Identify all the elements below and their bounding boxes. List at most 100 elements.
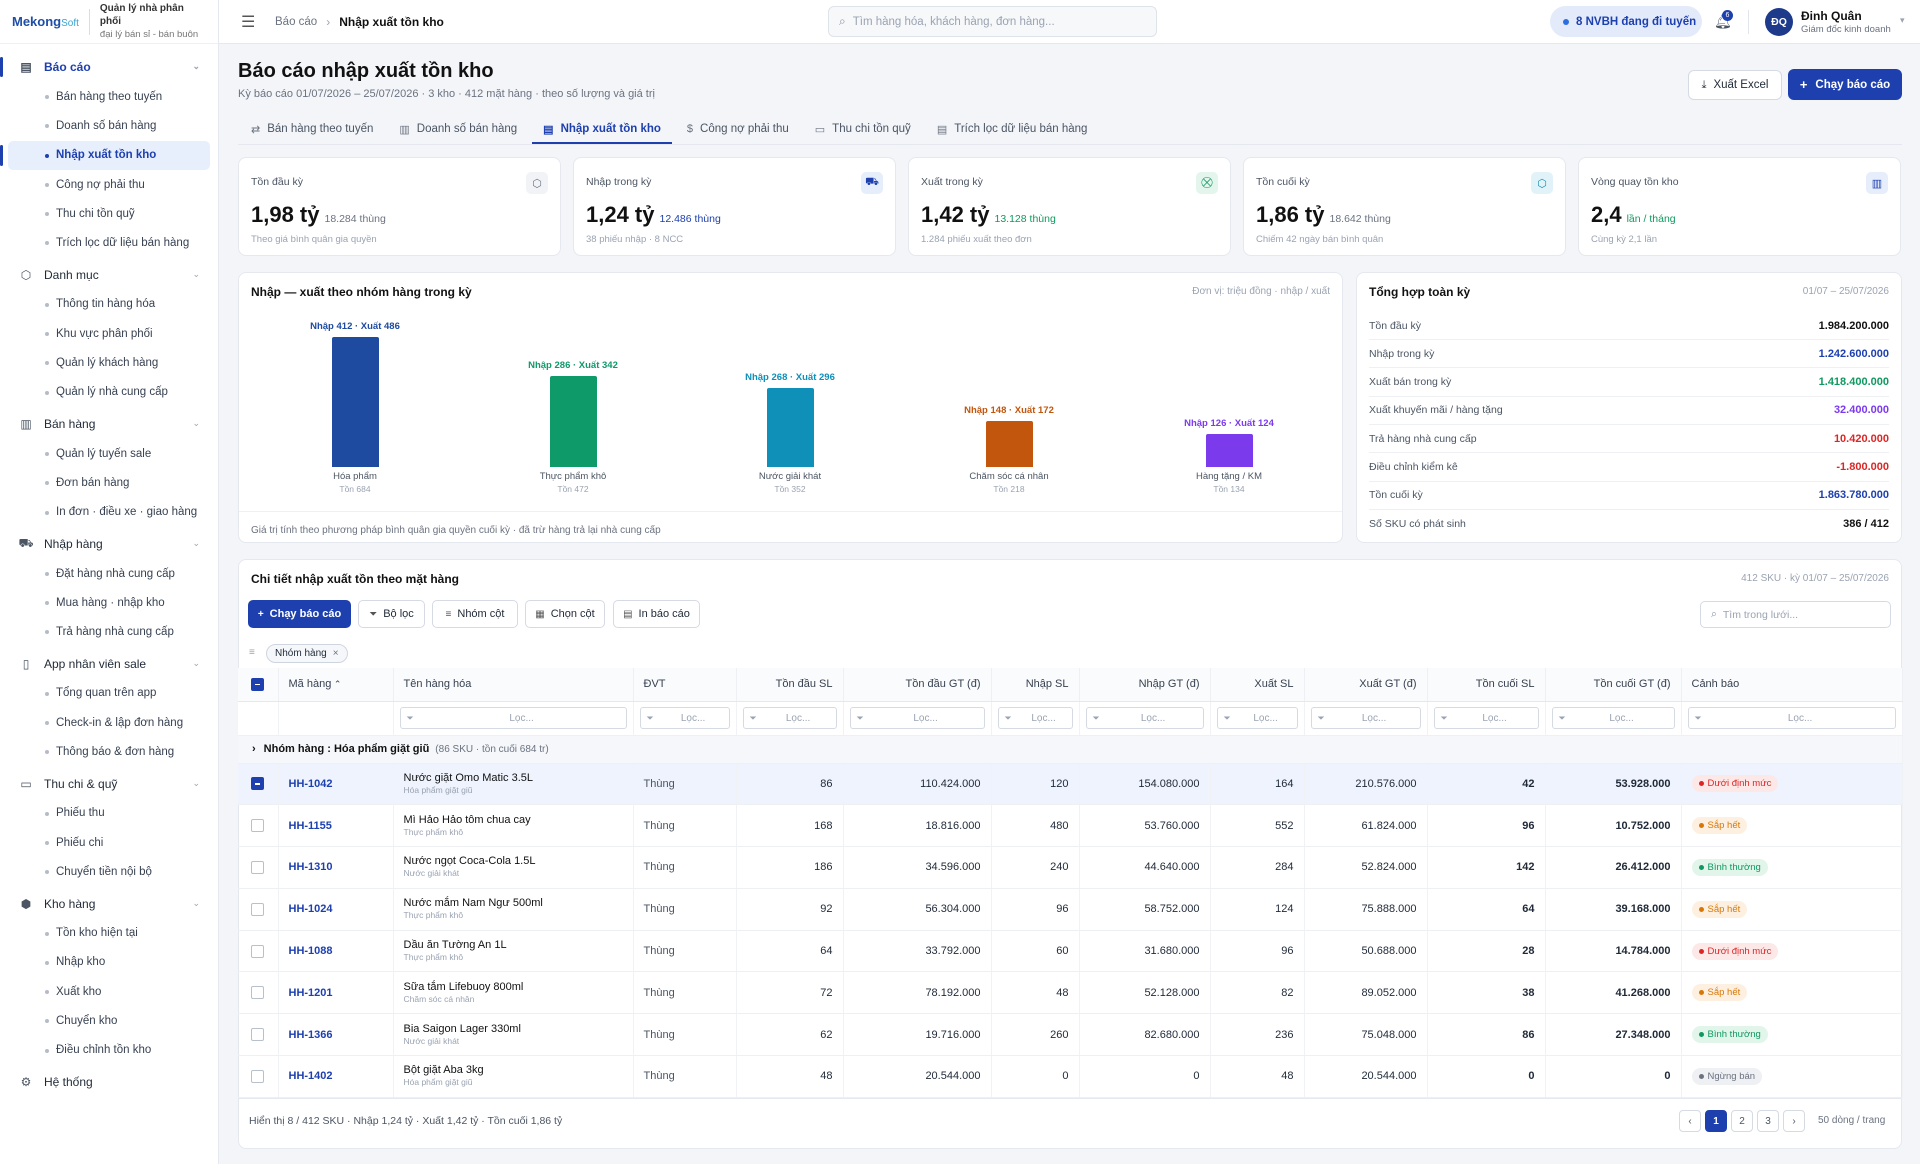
- sidebar-item[interactable]: Quản lý tuyến sale: [8, 439, 210, 468]
- table-row[interactable]: HH-1155 Mì Hảo Hảo tôm chua cay Thực phẩm …: [238, 804, 1903, 848]
- column-header[interactable]: Mã hàng ⌃: [278, 668, 394, 702]
- sidebar-item[interactable]: Thông báo & đơn hàng: [8, 737, 210, 766]
- chevron-down-icon[interactable]: ⌄: [192, 897, 200, 908]
- sidebar-item[interactable]: Phiếu thu: [8, 799, 210, 828]
- sidebar-item[interactable]: Tồn kho hiện tại: [8, 919, 210, 948]
- item-code-link[interactable]: HH-1024: [288, 903, 333, 916]
- chevron-down-icon[interactable]: ⌄: [192, 777, 200, 788]
- sidebar-item[interactable]: In đơn · điều xe · giao hàng: [8, 498, 210, 527]
- close-icon[interactable]: ×: [332, 648, 339, 659]
- select-all-checkbox[interactable]: [251, 677, 265, 691]
- item-code-link[interactable]: HH-1366: [288, 1028, 333, 1041]
- sidebar-item[interactable]: Công nợ phải thu: [8, 170, 210, 199]
- sidebar-item[interactable]: Bán hàng theo tuyến: [8, 82, 210, 111]
- sidebar-item[interactable]: Chuyển tiền nội bộ: [8, 857, 210, 886]
- row-checkbox[interactable]: [251, 777, 265, 791]
- row-checkbox[interactable]: [251, 986, 265, 1000]
- sidebar-item[interactable]: Nhập xuất tồn kho: [0, 140, 210, 170]
- column-filter-input[interactable]: ⏷ Lọc...: [1433, 707, 1539, 729]
- sidebar-item[interactable]: Khu vực phân phối: [8, 319, 210, 348]
- item-code-link[interactable]: HH-1042: [288, 777, 333, 790]
- column-filter-input[interactable]: ⏷ Lọc...: [742, 707, 837, 729]
- column-filter-input[interactable]: ⏷ Lọc...: [1551, 707, 1675, 729]
- sidebar-item[interactable]: Trích lọc dữ liệu bán hàng: [8, 228, 210, 257]
- sidebar-item[interactable]: Xuất kho: [8, 977, 210, 1006]
- chevron-down-icon[interactable]: ▾: [1900, 15, 1905, 25]
- sidebar-item[interactable]: Chuyển kho: [8, 1006, 210, 1035]
- sidebar-item[interactable]: Doanh số bán hàng: [8, 111, 210, 140]
- sidebar-item[interactable]: Quản lý nhà cung cấp: [8, 378, 210, 407]
- column-header[interactable]: Tồn đầu GT (đ): [843, 668, 992, 702]
- tab-1[interactable]: ▥ Doanh số bán hàng: [386, 114, 530, 144]
- column-header[interactable]: Xuất GT (đ): [1304, 668, 1428, 702]
- table-row[interactable]: HH-1042 Nước giặt Omo Matic 3.5L Hóa phẩm …: [238, 763, 1903, 806]
- sidebar-item[interactable]: Check-in & lập đơn hàng: [8, 708, 210, 737]
- table-row[interactable]: HH-1201 Sữa tắm Lifebuoy 800ml Chăm sóc cá…: [238, 971, 1903, 1015]
- bar[interactable]: [767, 388, 814, 467]
- status-pill[interactable]: 8 NVBH đang đi tuyến: [1550, 6, 1702, 37]
- grid-run-report-button[interactable]: + Chạy báo cáo: [248, 600, 351, 628]
- column-filter-input[interactable]: ⏷ Lọc...: [1085, 707, 1204, 729]
- item-code-link[interactable]: HH-1155: [288, 819, 332, 832]
- sidebar-group-5[interactable]: ▭ Thu chi & quỹ ⌄: [8, 769, 210, 799]
- tab-0[interactable]: ⇄ Bán hàng theo tuyến: [238, 114, 386, 144]
- column-header[interactable]: Tồn đầu SL: [736, 668, 844, 702]
- run-report-button[interactable]: + Chạy báo cáo: [1788, 69, 1902, 100]
- chevron-down-icon[interactable]: ⌄: [192, 657, 200, 668]
- column-filter-input[interactable]: ⏷ Lọc...: [1310, 707, 1421, 729]
- sidebar-item[interactable]: Thu chi tồn quỹ: [8, 199, 210, 228]
- sidebar-item[interactable]: Trả hàng nhà cung cấp: [8, 617, 210, 646]
- sidebar-group-6[interactable]: ⬢ Kho hàng ⌄: [8, 889, 210, 919]
- tab-5[interactable]: ▤ Trích lọc dữ liệu bán hàng: [924, 114, 1101, 144]
- sidebar-group-3[interactable]: ⛟ Nhập hàng ⌄: [8, 529, 210, 559]
- menu-icon[interactable]: ☰: [241, 13, 256, 31]
- sidebar-group-4[interactable]: ▯ App nhân viên sale ⌄: [8, 649, 210, 679]
- sidebar-group-2[interactable]: ▥ Bán hàng ⌄: [8, 409, 210, 439]
- group-row[interactable]: › Nhóm hàng : Hóa phẩm giặt giũ (86 SKU · …: [238, 735, 1903, 764]
- column-filter-input[interactable]: ⏷ Lọc...: [639, 707, 730, 729]
- bar[interactable]: [986, 421, 1033, 467]
- breadcrumb-root[interactable]: Báo cáo: [275, 15, 318, 28]
- sidebar-item[interactable]: Mua hàng · nhập kho: [8, 588, 210, 617]
- print-report-button[interactable]: ▤ In báo cáo: [613, 600, 700, 628]
- row-checkbox[interactable]: [251, 944, 265, 958]
- column-header[interactable]: Cảnh báo: [1681, 668, 1903, 702]
- sidebar-item[interactable]: Điều chỉnh tồn kho: [8, 1036, 210, 1065]
- chevron-down-icon[interactable]: ⌄: [192, 61, 200, 71]
- page-button[interactable]: 2: [1731, 1110, 1753, 1132]
- grid-search-input[interactable]: ⌕ Tìm trong lưới...: [1700, 601, 1891, 628]
- column-filter-input[interactable]: ⏷ Lọc...: [1687, 707, 1896, 729]
- column-header[interactable]: Nhập SL: [991, 668, 1080, 702]
- table-row[interactable]: HH-1402 Bột giặt Aba 3kg Hóa phẩm giặt giũ…: [238, 1055, 1903, 1098]
- chevron-down-icon[interactable]: ⌄: [192, 268, 200, 279]
- item-code-link[interactable]: HH-1402: [288, 1070, 333, 1083]
- sidebar-item[interactable]: Nhập kho: [8, 948, 210, 977]
- filter-button[interactable]: ⏷ Bộ lọc: [358, 600, 425, 628]
- global-search-input[interactable]: ⌕ Tìm hàng hóa, khách hàng, đơn hàng...: [828, 6, 1157, 37]
- row-checkbox[interactable]: [251, 860, 265, 874]
- prev-page-button[interactable]: ‹: [1679, 1110, 1701, 1132]
- bar[interactable]: [1206, 434, 1253, 467]
- tab-3[interactable]: $ Công nợ phải thu: [674, 114, 802, 144]
- sidebar-item[interactable]: Đơn bán hàng: [8, 468, 210, 497]
- bar[interactable]: [332, 337, 379, 467]
- sidebar-item[interactable]: Đặt hàng nhà cung cấp: [8, 559, 210, 588]
- row-checkbox[interactable]: [251, 902, 265, 916]
- logo[interactable]: MekongSoft Quản lý nhà phân phối đại lý …: [0, 0, 218, 44]
- table-row[interactable]: HH-1024 Nước mắm Nam Ngư 500ml Thực phẩm k…: [238, 888, 1903, 931]
- column-header[interactable]: Nhập GT (đ): [1079, 668, 1211, 702]
- sidebar-item[interactable]: Thông tin hàng hóa: [8, 290, 210, 319]
- drag-handle-icon[interactable]: ≡: [249, 647, 255, 658]
- group-chip[interactable]: Nhóm hàng ×: [266, 644, 348, 663]
- sort-asc-icon[interactable]: ⌃: [331, 679, 342, 690]
- item-code-link[interactable]: HH-1088: [288, 945, 333, 958]
- sidebar-group-1[interactable]: ⬡ Danh mục ⌄: [8, 260, 210, 290]
- column-filter-input[interactable]: ⏷ Lọc...: [399, 707, 627, 729]
- column-header[interactable]: Tồn cuối SL: [1427, 668, 1546, 702]
- bar[interactable]: [550, 376, 597, 467]
- avatar[interactable]: ĐQ: [1765, 8, 1793, 36]
- sidebar-item[interactable]: Phiếu chi: [8, 828, 210, 857]
- group-columns-button[interactable]: ≡ Nhóm cột: [432, 600, 518, 628]
- sidebar-item[interactable]: Quản lý khách hàng: [8, 348, 210, 377]
- next-page-button[interactable]: ›: [1783, 1110, 1805, 1132]
